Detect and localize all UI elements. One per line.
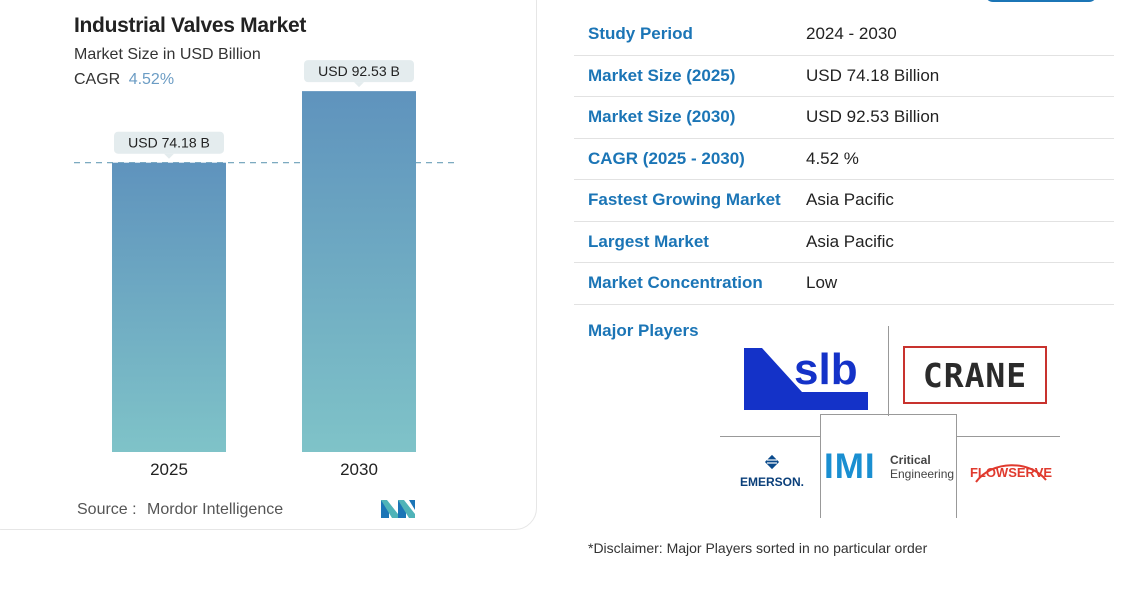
table-value: Asia Pacific [806,190,894,210]
imi-wordmark: IMI [824,447,876,486]
major-players-label: Major Players [588,321,699,340]
crane-wordmark: CRANE [922,355,1028,395]
table-row: Market Concentration Low [574,263,1114,305]
emerson-wordmark: EMERSON. [739,475,804,489]
chart-card [0,0,537,530]
table-value: Low [806,273,838,293]
logo-divider [957,436,1060,437]
x-tick-label: 2030 [340,460,378,479]
table-row: Market Size (2030) USD 92.53 Billion [574,97,1114,139]
top-nav-button[interactable] [985,0,1097,2]
table-key: Largest Market [588,231,709,251]
cagr-label: CAGR [74,71,121,88]
imi-critical: Critical [890,453,931,467]
bar-chart: USD 74.18 B 2025 USD 92.53 B 2030 [74,60,457,479]
flowserve-wordmark: FLOWSERVE [969,465,1053,480]
bar-2030[interactable] [302,91,416,453]
slb-logo[interactable]: slb [742,340,872,412]
logo-divider [888,326,889,416]
data-label: USD 74.18 B [128,135,210,151]
imi-logo[interactable]: IMI Critical Engineering [824,447,954,487]
source-line: Source : Mordor Intelligence [77,501,283,519]
table-key: Market Concentration [588,273,763,293]
logo-divider [720,436,820,437]
table-key: Market Size (2025) [588,65,736,85]
logo-divider [820,414,957,518]
data-label: USD 92.53 B [318,63,400,79]
table-row: Market Size (2025) USD 74.18 Billion [574,56,1114,97]
imi-engineering: Engineering [890,467,955,481]
data-label-pill [304,60,414,83]
flowserve-swoosh-icon [975,464,1047,483]
table-key: Fastest Growing Market [588,190,781,210]
source-label: Source : [77,501,137,518]
table-value: 2024 - 2030 [806,24,897,44]
table-key: Market Size (2030) [588,107,736,127]
data-label-pointer [354,82,364,88]
emerson-emblem-icon [764,454,780,470]
table-value: USD 74.18 Billion [806,65,940,85]
data-label-pointer [164,153,174,159]
table-key: Study Period [588,24,693,44]
chart-subtitle: Market Size in USD Billion [74,46,261,63]
table-value: USD 92.53 Billion [806,107,940,127]
slb-wordmark: slb [794,345,858,394]
mordor-intelligence-logo [381,500,415,518]
market-info-table: Study Period 2024 - 2030 Market Size (2025… [574,14,1114,305]
emerson-logo[interactable]: EMERSON. [732,454,812,489]
table-value: 4.52 % [806,148,859,168]
table-value: Asia Pacific [806,231,894,251]
bar-2025[interactable] [112,162,226,452]
table-row: CAGR (2025 - 2030) 4.52 % [574,139,1114,180]
table-row: Largest Market Asia Pacific [574,222,1114,263]
chart-title: Industrial Valves Market [74,14,307,37]
x-tick-label: 2025 [150,460,188,479]
table-row: Fastest Growing Market Asia Pacific [574,180,1114,222]
table-row: Study Period 2024 - 2030 [574,14,1114,56]
cagr-row: CAGR 4.52% [74,71,174,89]
cagr-value: 4.52% [128,71,175,88]
crane-logo[interactable]: CRANE [903,346,1047,404]
major-players-logos: slb CRANE EMERSON. IMI Critical Engineer… [720,326,1060,518]
disclaimer: *Disclaimer: Major Players sorted in no … [588,540,928,556]
flowserve-logo[interactable]: FLOWSERVE [966,464,1056,483]
data-label-pill [114,131,224,154]
source-name: Mordor Intelligence [147,501,284,518]
table-key: CAGR (2025 - 2030) [588,148,745,168]
